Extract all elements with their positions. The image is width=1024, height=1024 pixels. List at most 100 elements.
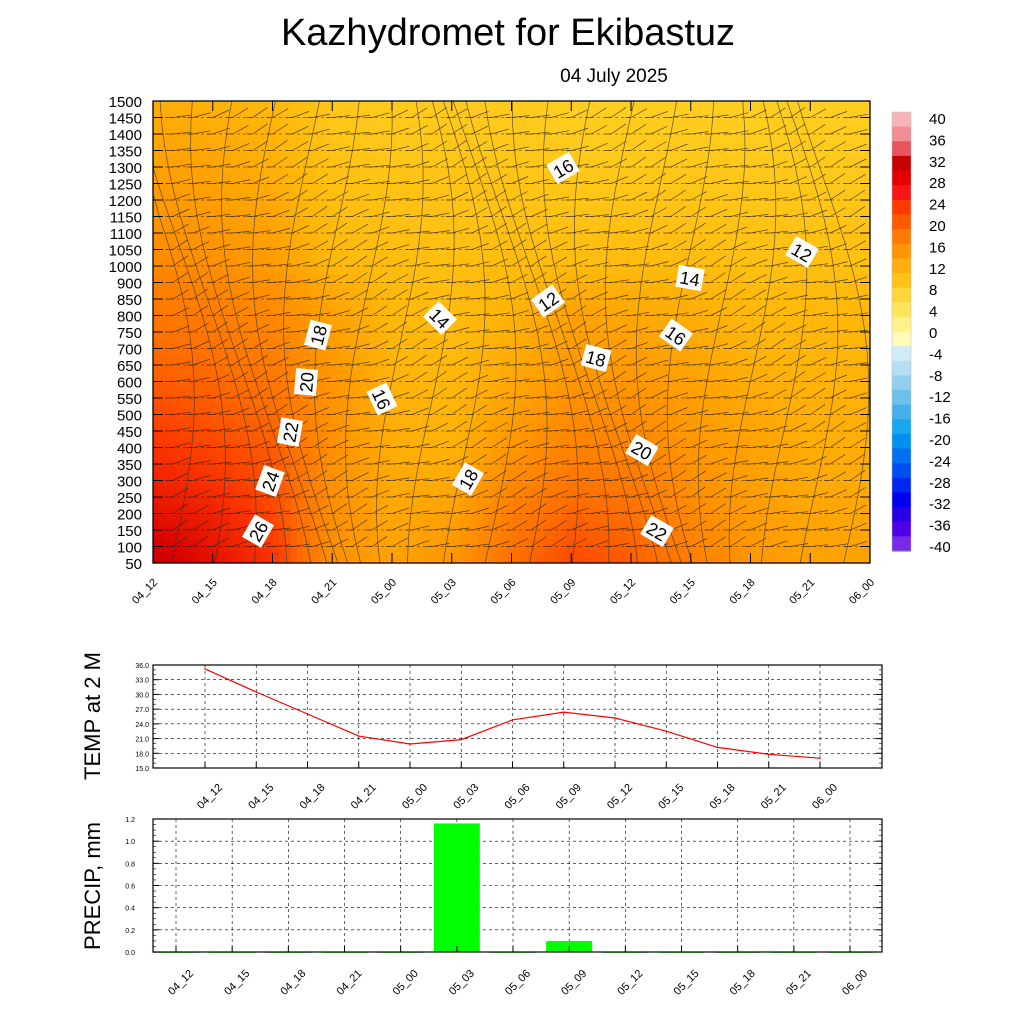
precip-x-axis: 04_12 04_15 04_18 04_21 05_00 05_03 05_06 05_09…: [166, 946, 870, 998]
temperature-point: [255, 691, 258, 693]
colorbar-swatch: [892, 346, 911, 362]
y-tick-label: 30.0: [135, 692, 149, 699]
x-tick-label: 06_00: [840, 968, 870, 998]
y-tick-label: 21.0: [135, 737, 149, 744]
x-tick-label: 05_12: [605, 782, 635, 812]
y-tick-label: 1500: [109, 94, 142, 111]
x-tick-label: 04_21: [335, 968, 365, 998]
colorbar-label: 0: [929, 325, 937, 342]
colorbar-swatch: [892, 112, 911, 128]
contour-label-text: 22: [279, 421, 302, 444]
x-tick-label: 05_03: [447, 968, 477, 998]
colorbar-label: 4: [929, 304, 937, 321]
contour-label: 24: [255, 465, 285, 497]
y-tick-label: 650: [117, 358, 142, 375]
x-tick-label: 05_09: [548, 577, 578, 607]
contour-label: 22: [276, 417, 304, 447]
x-tick-label: 05_00: [391, 968, 421, 998]
precip-y-label: PRECIP, mm: [80, 822, 105, 950]
colorbar-swatch: [892, 243, 911, 259]
y-tick-label: 1150: [110, 210, 142, 227]
x-tick-label: 05_15: [668, 577, 698, 607]
y-tick-label: 24.0: [135, 722, 149, 729]
temperature-point: [614, 717, 616, 719]
y-tick-label: 800: [117, 309, 142, 326]
colorbar-swatch: [892, 229, 911, 245]
colorbar-label: 28: [929, 175, 946, 192]
y-tick-label: 0.6: [125, 884, 135, 891]
x-tick-label: 06_00: [847, 577, 877, 607]
colorbar-swatch: [892, 360, 911, 376]
y-tick-label: 1450: [109, 111, 142, 128]
x-tick-label: 05_00: [369, 577, 399, 607]
colorbar-label: 8: [929, 282, 937, 299]
x-tick-label: 05_06: [503, 782, 533, 812]
colorbar-label: 20: [929, 218, 946, 235]
contour-label-text: 14: [678, 267, 701, 290]
y-tick-label: 1050: [109, 243, 142, 260]
colorbar-swatch: [892, 419, 911, 435]
contour-labels: 2624222018161418161820221614161212: [241, 151, 819, 548]
colorbar-swatch: [892, 375, 911, 391]
colorbar-label: 36: [929, 132, 946, 149]
temperature-point: [562, 711, 565, 713]
colorbar-label: 32: [929, 154, 946, 171]
colorbar-swatch: [892, 126, 911, 142]
colorbar-label: -28: [929, 475, 951, 492]
y-tick-label: 300: [117, 474, 142, 491]
chart-title: Kazhydromet for Ekibastuz: [281, 12, 735, 54]
colorbar-label: -4: [929, 346, 942, 363]
y-tick-label: 850: [117, 292, 142, 309]
x-tick-label: 05_12: [608, 577, 638, 607]
temperature-point: [204, 668, 206, 670]
y-tick-label: 600: [117, 375, 142, 392]
y-tick-label: 36.0: [135, 663, 149, 670]
y-tick-label: 100: [117, 540, 142, 557]
colorbar-label: 12: [929, 261, 946, 278]
x-tick-label: 05_18: [728, 577, 758, 607]
y-tick-label: 50: [125, 556, 142, 573]
colorbar-label: -24: [929, 453, 951, 470]
temperature-frame: [152, 664, 883, 769]
colorbar-swatch: [892, 390, 911, 406]
y-tick-label: 33.0: [135, 678, 149, 685]
x-tick-label: 04_12: [166, 968, 196, 998]
colorbar-label: -36: [929, 518, 951, 535]
x-tick-label: 05_21: [787, 577, 817, 607]
colorbar-label: 40: [929, 111, 946, 128]
colorbar-swatch: [892, 536, 911, 552]
colorbar-label: -8: [929, 368, 942, 385]
colorbar-label: -32: [929, 496, 951, 513]
precip-y-axis: 0.0 0.2 0.4 0.6 0.8 1.0 1.2: [125, 817, 882, 957]
colorbar-swatch: [892, 448, 911, 464]
x-tick-label: 04_12: [195, 782, 225, 812]
colorbar-label: -20: [929, 432, 951, 449]
colorbar-swatch: [892, 521, 911, 537]
y-tick-label: 150: [117, 523, 142, 540]
x-tick-label: 04_15: [190, 577, 220, 607]
precip-grid: [153, 818, 882, 953]
x-tick-label: 04_15: [246, 782, 276, 812]
y-tick-label: 15.0: [135, 766, 149, 773]
colorbar-label: 16: [929, 239, 946, 256]
temperature-panel: 15.018.021.024.027.030.033.036.004_12 04_…: [80, 652, 883, 812]
x-tick-label: 05_06: [489, 577, 519, 607]
x-tick-label: 05_03: [451, 782, 481, 812]
colorbar-swatch: [892, 433, 911, 450]
cross-section-panel: 2624222018161418161820221614161212501001…: [109, 94, 877, 607]
x-tick-label: 05_15: [672, 968, 702, 998]
precip-bar: [433, 823, 480, 952]
y-tick-label: 0.4: [125, 906, 135, 913]
temperature-x-axis: 04_12 04_15 04_18 04_21 05_00 05_03 05_06 05_09…: [195, 762, 840, 812]
x-tick-label: 05_09: [554, 782, 584, 812]
contour-label: 14: [675, 264, 705, 292]
y-tick-label: 1100: [110, 226, 142, 243]
colorbar: 4036322824201612840-4-8-12-16-20-24-28-3…: [891, 111, 951, 556]
y-tick-label: 1350: [109, 144, 142, 161]
colorbar-swatch: [892, 404, 911, 420]
temperature-point: [511, 719, 514, 721]
contour-label-text: 20: [296, 371, 318, 393]
temperature-y-label: TEMP at 2 M: [80, 652, 105, 780]
y-tick-label: 700: [117, 342, 142, 359]
